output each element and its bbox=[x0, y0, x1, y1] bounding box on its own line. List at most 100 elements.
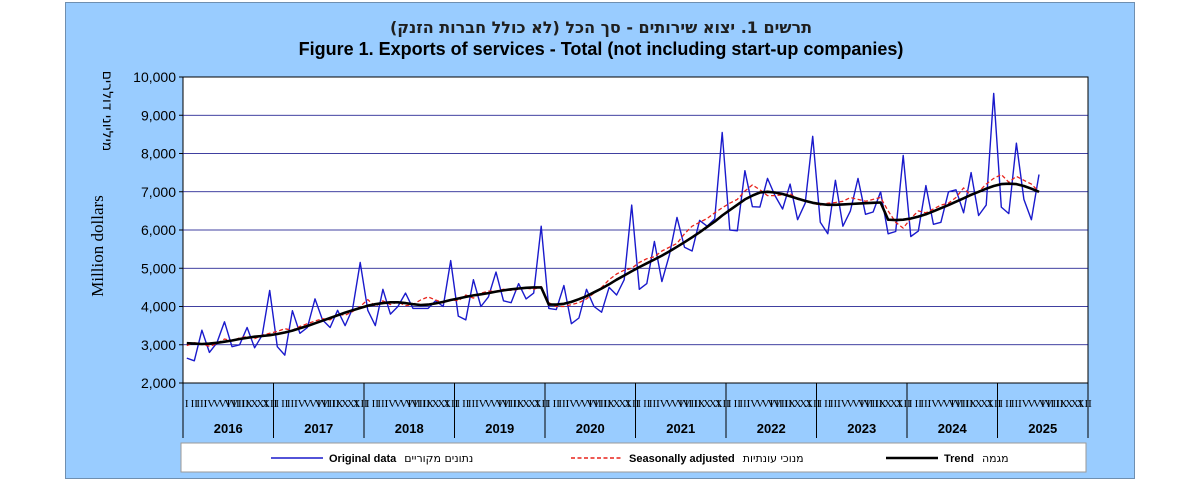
month-tick-label: X bbox=[1065, 398, 1073, 410]
year-tick-label: 2022 bbox=[757, 421, 786, 436]
y-axis-ticks: 2,000 3,000 4,000 5,000 6,000 7,000 8,000 9,000… bbox=[133, 69, 183, 391]
gridlines bbox=[183, 114, 1088, 346]
month-tick-label: V bbox=[1027, 398, 1035, 410]
month-tick-label: X bbox=[703, 398, 711, 410]
month-tick-label: V bbox=[575, 398, 583, 410]
month-tick-label: VIII bbox=[683, 398, 702, 410]
month-tick-label: X bbox=[794, 398, 802, 410]
month-tick-label: III bbox=[468, 398, 479, 410]
month-tick-label: III bbox=[830, 398, 841, 410]
year-tick-label: 2019 bbox=[485, 421, 514, 436]
legend-label-he: מגמה bbox=[982, 452, 1009, 465]
month-tick-label: VIII bbox=[1045, 398, 1064, 410]
year-tick-label: 2020 bbox=[576, 421, 605, 436]
month-tick-label: XI bbox=[347, 398, 359, 410]
month-tick-label: VI bbox=[1033, 398, 1045, 410]
month-tick-label: XI bbox=[1071, 398, 1083, 410]
month-tick-label: X bbox=[522, 398, 530, 410]
month-tick-label: II bbox=[734, 398, 742, 410]
month-tick-label: II bbox=[824, 398, 832, 410]
month-tick-label: V bbox=[846, 398, 854, 410]
month-tick-label: II bbox=[553, 398, 561, 410]
month-tick-label: IV bbox=[385, 398, 397, 410]
month-tick-label: IX bbox=[965, 398, 977, 410]
month-tick-label: VI bbox=[852, 398, 864, 410]
month-tick-label: IX bbox=[241, 398, 253, 410]
month-tick-label: VI bbox=[219, 398, 231, 410]
y-tick-label: 3,000 bbox=[141, 337, 176, 353]
month-tick-label: IV bbox=[837, 398, 849, 410]
month-tick-label: V bbox=[665, 398, 673, 410]
month-tick-label: VII bbox=[224, 398, 240, 410]
month-tick-label: VIII bbox=[502, 398, 521, 410]
month-tick-label: VII bbox=[405, 398, 421, 410]
month-tick-label: IV bbox=[656, 398, 668, 410]
month-tick-label: IX bbox=[332, 398, 344, 410]
month-tick-label: I bbox=[909, 398, 913, 410]
month-tick-label: IX bbox=[1056, 398, 1068, 410]
legend-label: Original data bbox=[329, 453, 397, 465]
month-tick-label: I bbox=[637, 398, 641, 410]
series-line-trend bbox=[186, 182, 1040, 346]
month-tick-label: III bbox=[196, 398, 207, 410]
chart-frame: תרשים 1. יצוא שירותים - סך הכל (לא כולל … bbox=[65, 2, 1135, 479]
month-tick-label: III bbox=[739, 398, 750, 410]
month-tick-label: II bbox=[281, 398, 289, 410]
month-tick-label: IV bbox=[747, 398, 759, 410]
month-tick-label: VI bbox=[490, 398, 502, 410]
month-tick-label: IX bbox=[694, 398, 706, 410]
legend-label-he: נתונים מקוריים bbox=[404, 452, 473, 465]
legend-label: Seasonally adjusted bbox=[629, 453, 735, 465]
month-tick-label: V bbox=[484, 398, 492, 410]
month-tick-label: I bbox=[999, 398, 1003, 410]
month-tick-label: X bbox=[432, 398, 440, 410]
month-tick-label: V bbox=[756, 398, 764, 410]
month-tick-label: II bbox=[462, 398, 470, 410]
year-tick-label: 2023 bbox=[847, 421, 876, 436]
month-tick-label: IX bbox=[422, 398, 434, 410]
month-tick-label: I bbox=[818, 398, 822, 410]
month-tick-label: IX bbox=[784, 398, 796, 410]
month-tick-label: III bbox=[287, 398, 298, 410]
month-tick-label: V bbox=[394, 398, 402, 410]
month-tick-label: II bbox=[643, 398, 651, 410]
month-tick-label: XI bbox=[980, 398, 992, 410]
month-tick-label: XI bbox=[528, 398, 540, 410]
y-tick-label: 9,000 bbox=[141, 107, 176, 123]
month-tick-label: VIII bbox=[954, 398, 973, 410]
month-tick-label: VII bbox=[948, 398, 964, 410]
month-tick-label: VII bbox=[1039, 398, 1055, 410]
month-tick-label: VIII bbox=[230, 398, 249, 410]
month-tick-label: VIII bbox=[864, 398, 883, 410]
series-lines bbox=[186, 92, 1040, 362]
month-tick-label: IX bbox=[513, 398, 525, 410]
y-axis-label: Million dollars bbox=[88, 195, 107, 297]
month-tick-label: X bbox=[884, 398, 892, 410]
y-tick-label: 6,000 bbox=[141, 222, 176, 238]
year-tick-label: 2025 bbox=[1028, 421, 1057, 436]
month-tick-label: XI bbox=[437, 398, 449, 410]
chart-title-he: תרשים 1. יצוא שירותים - סך הכל (לא כולל … bbox=[390, 18, 812, 37]
month-tick-label: VIII bbox=[321, 398, 340, 410]
month-tick-label: III bbox=[649, 398, 660, 410]
month-tick-label: XI bbox=[890, 398, 902, 410]
month-tick-label: V bbox=[937, 398, 945, 410]
month-tick-label: III bbox=[1011, 398, 1022, 410]
month-tick-label: IV bbox=[566, 398, 578, 410]
y-tick-label: 4,000 bbox=[141, 299, 176, 315]
legend-items: Original data נתונים מקוריים Seasonally ad… bbox=[271, 452, 1009, 465]
year-tick-label: 2016 bbox=[214, 421, 243, 436]
month-tick-label: IV bbox=[475, 398, 487, 410]
month-tick-label: IX bbox=[875, 398, 887, 410]
month-tick-label: X bbox=[613, 398, 621, 410]
month-tick-label: VIII bbox=[592, 398, 611, 410]
month-tick-label: I bbox=[275, 398, 279, 410]
month-tick-label: V bbox=[303, 398, 311, 410]
month-tick-label: IV bbox=[204, 398, 216, 410]
month-tick-label: II bbox=[372, 398, 380, 410]
month-tick-label: VII bbox=[858, 398, 874, 410]
y-tick-label: 7,000 bbox=[141, 184, 176, 200]
year-tick-label: 2017 bbox=[304, 421, 333, 436]
month-tick-label: I bbox=[728, 398, 732, 410]
